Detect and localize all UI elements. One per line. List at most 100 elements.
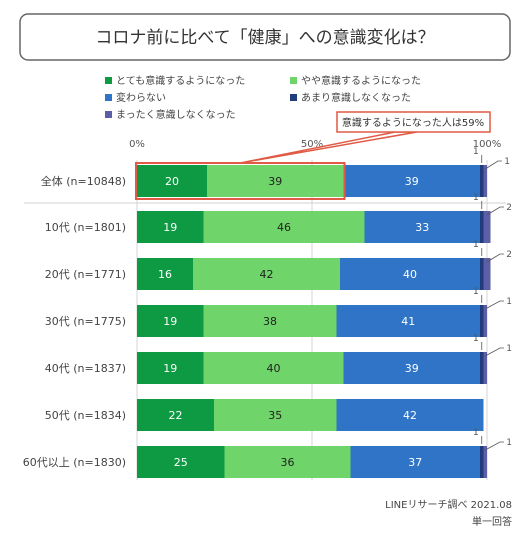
bar-segment (336, 305, 480, 337)
category-labels: 全体 (n=10848) 10代 (n=1801) 20代 (n=1771) 30代 … (23, 174, 126, 469)
bar-segment (224, 446, 351, 478)
category-label: 30代 (n=1775) (45, 315, 126, 328)
x-tick-label: 50% (301, 139, 323, 150)
bar-data-label: 40 (403, 268, 417, 281)
bar-segment (193, 258, 340, 290)
bar-segment (343, 352, 480, 384)
small-value-label: 1 (473, 193, 479, 203)
small-value-label: 1 (473, 147, 479, 157)
bar-segment (207, 165, 344, 197)
legend-label-5: まったく意識しなくなった (116, 108, 236, 121)
bar-data-label: 42 (260, 268, 274, 281)
legend-label-4: あまり意識しなくなった (301, 91, 411, 104)
callout-box (336, 111, 491, 133)
bar-segment (480, 352, 484, 384)
small-value-label: 2 (506, 203, 512, 213)
legend-swatch-5 (105, 111, 112, 118)
bar-data-label: 19 (163, 221, 177, 234)
bar-segment (483, 211, 491, 243)
leader-line (485, 160, 502, 170)
bar-data-label: 39 (405, 175, 419, 188)
bar-segment (483, 352, 487, 384)
bars: 20 39 39 1 1 19 46 33 1 2 16 42 40 1 2 19 38 41 1 1 19 40 39 1 1… (135, 147, 512, 478)
legend-label-2: やや意識するようになった (301, 74, 421, 87)
x-tick-label: 100% (473, 139, 502, 150)
bar-segment (137, 305, 204, 337)
callout-pointer (240, 131, 418, 164)
category-label: 全体 (n=10848) (41, 174, 126, 188)
bar-segment (137, 399, 214, 431)
bar-segment (340, 258, 480, 290)
small-value-label: 1 (473, 287, 479, 297)
bar-segment (480, 305, 484, 337)
legend-swatch-2 (290, 77, 297, 84)
small-value-label: 1 (473, 240, 479, 250)
bar-data-label: 40 (267, 362, 281, 375)
category-label: 40代 (n=1837) (45, 362, 126, 375)
bar-segment (483, 165, 487, 197)
leader-line (486, 206, 504, 216)
bar-data-label: 19 (163, 362, 177, 375)
bar-segment (137, 352, 204, 384)
x-ticks: 0% 50% 100% (129, 139, 501, 150)
bar-segment (137, 211, 204, 243)
bar-segment (336, 399, 484, 431)
category-label: 20代 (n=1771) (45, 268, 126, 281)
bar-data-label: 42 (403, 409, 417, 422)
bar-segment (480, 258, 484, 290)
bar-data-label: 20 (165, 175, 179, 188)
category-label: 60代以上 (n=1830) (23, 456, 126, 469)
bar-segment (483, 305, 487, 337)
bar-segment (343, 165, 480, 197)
category-label: 10代 (n=1801) (45, 221, 126, 234)
bar-segment (137, 165, 207, 197)
bar-data-label: 19 (163, 315, 177, 328)
bar-data-label: 22 (169, 409, 183, 422)
title-box (19, 13, 511, 61)
bar-data-label: 46 (277, 221, 291, 234)
bar-segment (203, 352, 344, 384)
bar-segment (483, 446, 487, 478)
bar-segment (364, 211, 480, 243)
small-value-label: 1 (506, 344, 512, 354)
bar-data-label: 39 (268, 175, 282, 188)
legend-swatch-4 (290, 94, 297, 101)
leader-line (485, 300, 504, 310)
bar-data-label: 16 (158, 268, 172, 281)
leader-line (485, 347, 504, 357)
legend-label-3: 変わらない (116, 91, 166, 104)
answer-type-note: 単一回答 (472, 515, 512, 528)
leader-line (485, 441, 504, 451)
small-value-label: 1 (473, 334, 479, 344)
bar-data-label: 35 (268, 409, 282, 422)
legend-label-1: とても意識するようになった (116, 74, 245, 87)
callout-text: 意識するようになった人は59% (342, 116, 484, 129)
callout: 意識するようになった人は59% (240, 111, 491, 164)
bar-segment (480, 446, 484, 478)
bar-segment (137, 446, 225, 478)
bar-data-label: 36 (281, 456, 295, 469)
small-value-label: 1 (506, 297, 512, 307)
category-label: 50代 (n=1834) (45, 409, 126, 422)
bar-segment (480, 211, 484, 243)
bar-data-label: 38 (263, 315, 277, 328)
small-value-label: 1 (506, 438, 512, 448)
bar-segment (203, 211, 365, 243)
leader-line (486, 253, 504, 263)
small-value-label: 1 (473, 428, 479, 438)
bar-segment (350, 446, 480, 478)
small-value-label: 2 (506, 250, 512, 260)
bar-segment (203, 305, 337, 337)
source-note: LINEリサーチ調べ 2021.08 (385, 498, 512, 511)
legend-swatch-1 (105, 77, 112, 84)
bar-data-label: 25 (174, 456, 188, 469)
bar-data-label: 39 (405, 362, 419, 375)
bar-data-label: 41 (401, 315, 415, 328)
bar-data-label: 33 (415, 221, 429, 234)
bar-segment (137, 258, 193, 290)
bar-segment (214, 399, 337, 431)
bar-segment (480, 165, 484, 197)
chart-title: コロナ前に比べて「健康」への意識変化は？ (95, 28, 434, 48)
